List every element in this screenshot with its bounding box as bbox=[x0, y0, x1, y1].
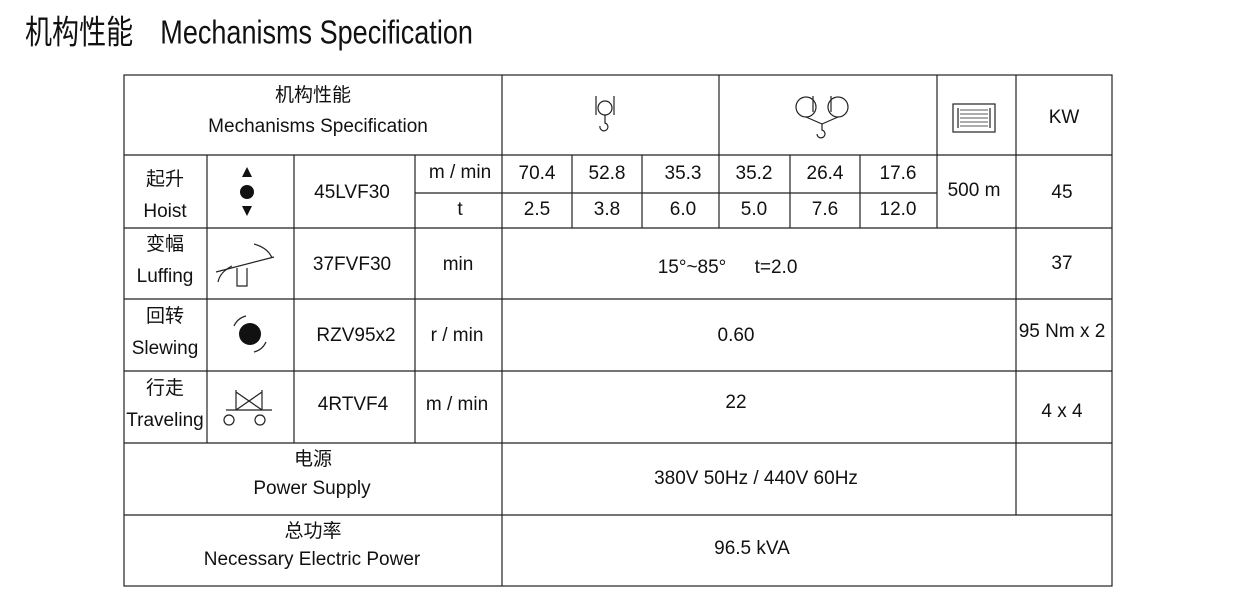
load: 2.5 bbox=[524, 199, 550, 220]
row-en: Traveling bbox=[126, 410, 203, 431]
speed: 26.4 bbox=[807, 163, 844, 184]
value: 96.5 kVA bbox=[714, 538, 790, 559]
header-zh: 机构性能 bbox=[275, 84, 351, 106]
title-en: Mechanisms Specification bbox=[160, 15, 473, 51]
row-zh: 电源 bbox=[294, 448, 332, 470]
model: 4RTVF4 bbox=[318, 394, 389, 415]
single-hook-icon bbox=[595, 96, 615, 132]
model: RZV95x2 bbox=[316, 325, 395, 346]
header-power-unit: KW bbox=[1049, 107, 1080, 128]
unit: m / min bbox=[429, 162, 491, 183]
power: 37 bbox=[1051, 253, 1072, 274]
traveling-icon bbox=[223, 390, 272, 426]
double-hook-icon bbox=[795, 96, 849, 139]
row-en: Necessary Electric Power bbox=[204, 549, 421, 570]
row-en: Slewing bbox=[132, 338, 199, 359]
value: 22 bbox=[725, 392, 746, 413]
drum-icon bbox=[952, 103, 996, 133]
value: 0.60 bbox=[718, 325, 755, 346]
unit: t bbox=[457, 199, 463, 220]
load: 5.0 bbox=[741, 199, 767, 220]
row-en: Luffing bbox=[137, 266, 194, 287]
load: 12.0 bbox=[880, 199, 917, 220]
row-zh: 起升 bbox=[146, 168, 184, 190]
rope-length: 500 m bbox=[948, 180, 1001, 201]
title: 机构性能 Mechanisms Specification bbox=[25, 14, 473, 51]
load: 7.6 bbox=[812, 199, 838, 220]
row-zh: 变幅 bbox=[146, 233, 184, 255]
load: 3.8 bbox=[594, 199, 620, 220]
power: 45 bbox=[1051, 182, 1072, 203]
row-zh: 行走 bbox=[146, 377, 184, 399]
luffing-icon bbox=[215, 243, 275, 287]
table-border bbox=[123, 74, 1113, 587]
title-zh: 机构性能 bbox=[25, 14, 133, 51]
model: 37FVF30 bbox=[313, 254, 391, 275]
row-en: Hoist bbox=[143, 201, 187, 222]
table-grid bbox=[123, 74, 1113, 587]
model: 45LVF30 bbox=[314, 182, 390, 203]
row-en: Power Supply bbox=[253, 478, 371, 499]
unit: m / min bbox=[426, 394, 488, 415]
power: 95 Nm x 2 bbox=[1019, 321, 1106, 342]
speed: 35.2 bbox=[736, 163, 773, 184]
speed: 17.6 bbox=[880, 163, 917, 184]
row-zh: 总功率 bbox=[284, 520, 341, 542]
power: 4 x 4 bbox=[1041, 401, 1083, 422]
speed: 70.4 bbox=[519, 163, 556, 184]
unit: min bbox=[443, 254, 474, 275]
header-en: Mechanisms Specification bbox=[208, 116, 428, 137]
row-zh: 回转 bbox=[146, 305, 184, 327]
slewing-icon bbox=[233, 315, 267, 353]
speed: 52.8 bbox=[589, 163, 626, 184]
luffing-time: t=2.0 bbox=[755, 257, 798, 278]
value: 380V 50Hz / 440V 60Hz bbox=[654, 468, 858, 489]
unit: r / min bbox=[431, 325, 484, 346]
luffing-angle: 15°~85° bbox=[658, 257, 727, 278]
speed: 35.3 bbox=[665, 163, 702, 184]
load: 6.0 bbox=[670, 199, 696, 220]
hoist-icon bbox=[240, 167, 254, 216]
